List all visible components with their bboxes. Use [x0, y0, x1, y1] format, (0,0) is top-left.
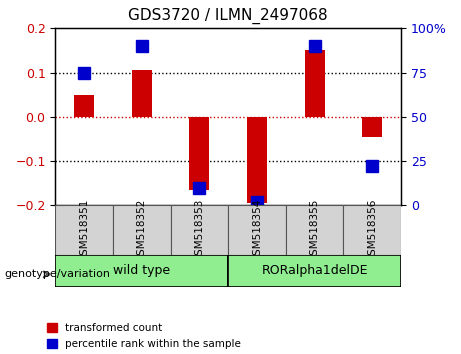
- Bar: [247, 117, 267, 203]
- Text: RORalpha1delDE: RORalpha1delDE: [261, 264, 368, 277]
- FancyBboxPatch shape: [228, 205, 286, 255]
- Bar: [189, 117, 209, 190]
- Legend: transformed count, percentile rank within the sample: transformed count, percentile rank withi…: [47, 323, 241, 349]
- FancyBboxPatch shape: [228, 255, 401, 287]
- Title: GDS3720 / ILMN_2497068: GDS3720 / ILMN_2497068: [128, 8, 328, 24]
- Text: GSM518353: GSM518353: [195, 198, 204, 262]
- FancyBboxPatch shape: [171, 205, 228, 255]
- Text: GSM518351: GSM518351: [79, 198, 89, 262]
- Text: wild type: wild type: [113, 264, 170, 277]
- Bar: [132, 70, 152, 117]
- FancyBboxPatch shape: [343, 205, 401, 255]
- Bar: [305, 51, 325, 117]
- Text: GSM518352: GSM518352: [137, 198, 147, 262]
- Text: genotype/variation: genotype/variation: [5, 269, 111, 279]
- FancyBboxPatch shape: [55, 255, 228, 287]
- FancyBboxPatch shape: [286, 205, 343, 255]
- Bar: [74, 95, 94, 117]
- Text: GSM518354: GSM518354: [252, 198, 262, 262]
- FancyBboxPatch shape: [113, 205, 171, 255]
- Text: GSM518355: GSM518355: [310, 198, 319, 262]
- Text: GSM518356: GSM518356: [367, 198, 377, 262]
- FancyBboxPatch shape: [55, 205, 113, 255]
- Bar: [362, 117, 382, 137]
